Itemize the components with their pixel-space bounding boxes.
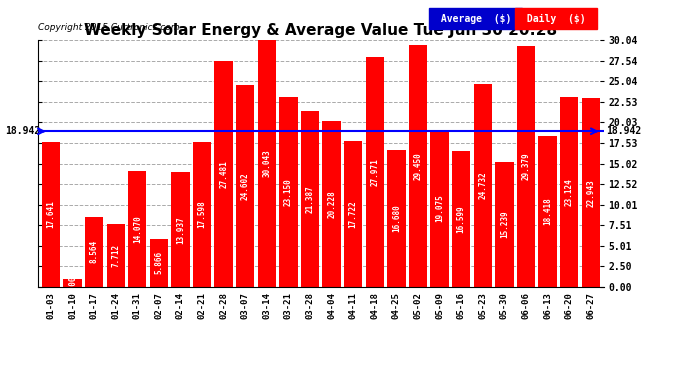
Text: 29.450: 29.450: [413, 152, 422, 180]
Bar: [344, 141, 362, 287]
Bar: [85, 216, 104, 287]
Text: 17.722: 17.722: [348, 200, 357, 228]
Text: 8.564: 8.564: [90, 240, 99, 263]
Text: 5.866: 5.866: [155, 251, 164, 274]
Bar: [41, 142, 60, 287]
Text: 16.599: 16.599: [457, 205, 466, 232]
Text: 7.712: 7.712: [111, 244, 120, 267]
Bar: [257, 40, 276, 287]
Text: 14.070: 14.070: [132, 215, 141, 243]
Bar: [106, 224, 125, 287]
Text: 27.971: 27.971: [371, 158, 380, 186]
Text: 20.228: 20.228: [327, 190, 336, 217]
Text: Copyright 2015 Curtronics.com: Copyright 2015 Curtronics.com: [38, 23, 179, 32]
Bar: [150, 239, 168, 287]
Bar: [171, 172, 190, 287]
Bar: [366, 57, 384, 287]
Text: Average  ($): Average ($): [435, 14, 517, 24]
Title: Weekly Solar Energy & Average Value Tue Jun 30 20:28: Weekly Solar Energy & Average Value Tue …: [84, 22, 558, 38]
Text: 24.602: 24.602: [241, 172, 250, 200]
Bar: [538, 136, 557, 287]
Text: 15.239: 15.239: [500, 210, 509, 238]
Bar: [193, 142, 211, 287]
Text: 24.732: 24.732: [478, 171, 487, 199]
Bar: [236, 85, 255, 287]
Text: 1.006: 1.006: [68, 271, 77, 294]
Bar: [322, 121, 341, 287]
Text: 29.379: 29.379: [522, 152, 531, 180]
Text: 18.418: 18.418: [543, 197, 552, 225]
Bar: [431, 130, 448, 287]
Text: 21.387: 21.387: [306, 185, 315, 213]
Text: 17.598: 17.598: [197, 201, 206, 228]
Bar: [517, 45, 535, 287]
Text: 22.943: 22.943: [586, 179, 595, 207]
Text: 17.641: 17.641: [46, 201, 55, 228]
Bar: [560, 97, 578, 287]
Bar: [387, 150, 406, 287]
Bar: [409, 45, 427, 287]
Text: 30.043: 30.043: [262, 150, 271, 177]
Text: 19.075: 19.075: [435, 195, 444, 222]
Text: 23.150: 23.150: [284, 178, 293, 206]
Text: 16.680: 16.680: [392, 204, 401, 232]
Bar: [63, 279, 81, 287]
Bar: [582, 98, 600, 287]
Text: 18.942: 18.942: [5, 126, 40, 136]
Bar: [279, 97, 297, 287]
Bar: [128, 171, 146, 287]
Text: 18.942: 18.942: [607, 126, 642, 136]
Bar: [495, 162, 513, 287]
Text: 23.124: 23.124: [564, 178, 573, 206]
Bar: [452, 150, 471, 287]
Text: Daily  ($): Daily ($): [521, 14, 591, 24]
Text: 13.937: 13.937: [176, 216, 185, 243]
Bar: [215, 61, 233, 287]
Bar: [473, 84, 492, 287]
Text: 27.481: 27.481: [219, 160, 228, 188]
Bar: [301, 111, 319, 287]
